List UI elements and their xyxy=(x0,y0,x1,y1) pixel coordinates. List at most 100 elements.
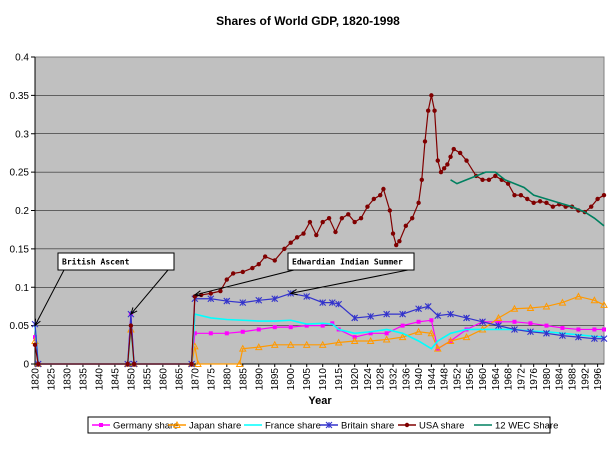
data-point xyxy=(382,335,391,343)
data-point xyxy=(445,162,450,167)
chart-title: Shares of World GDP, 1820-1998 xyxy=(216,14,400,28)
data-point xyxy=(218,288,223,294)
legend-entry: Britain share xyxy=(320,421,394,432)
data-point xyxy=(319,299,327,306)
x-tick-label: 1948 xyxy=(440,368,451,391)
data-point xyxy=(286,340,295,348)
data-point xyxy=(595,196,600,202)
data-point xyxy=(365,204,370,209)
data-point xyxy=(441,166,447,171)
y-tick-label: 0.3 xyxy=(15,129,29,140)
data-point xyxy=(451,146,456,152)
x-tick-label: 1968 xyxy=(504,368,515,391)
data-point xyxy=(250,265,255,271)
data-point xyxy=(479,318,486,326)
data-point xyxy=(35,361,41,367)
x-tick-label: 1984 xyxy=(555,368,566,391)
data-point xyxy=(239,299,247,306)
data-point xyxy=(346,212,351,217)
data-point xyxy=(288,325,293,330)
data-point xyxy=(404,422,410,428)
data-point xyxy=(334,338,343,346)
data-point xyxy=(495,322,502,330)
data-point xyxy=(282,246,287,252)
data-point xyxy=(447,310,454,318)
callout-label: Edwardian Indian Summer xyxy=(292,257,403,267)
y-tick-label: 0.05 xyxy=(10,321,30,332)
data-point xyxy=(302,340,311,348)
data-point xyxy=(271,295,279,303)
callout-arrow xyxy=(290,269,409,294)
x-tick-label: 1910 xyxy=(318,368,329,391)
data-point xyxy=(505,181,511,186)
x-tick-labels: 1820 1825 1830 1835 1840 1845 1850 1855 1860 1865… xyxy=(31,368,605,391)
legend-label: USA share xyxy=(419,421,464,432)
data-point xyxy=(415,305,422,313)
data-point xyxy=(320,323,325,328)
data-point xyxy=(575,333,582,341)
x-tick-label: 1940 xyxy=(414,368,425,391)
data-point xyxy=(590,296,599,304)
data-point xyxy=(240,329,245,334)
data-point xyxy=(301,231,306,236)
data-point xyxy=(525,196,530,202)
data-point xyxy=(435,158,440,163)
y-tick-label: 0.2 xyxy=(15,206,29,217)
data-point xyxy=(394,242,399,248)
data-point xyxy=(131,361,137,367)
data-point xyxy=(318,340,327,348)
data-point xyxy=(416,319,421,324)
data-point xyxy=(419,177,424,182)
x-tick-label: 1900 xyxy=(286,368,297,391)
data-point xyxy=(416,200,421,206)
x-tick-label: 1992 xyxy=(580,368,591,391)
data-point xyxy=(425,108,431,113)
data-point xyxy=(303,293,311,300)
data-point xyxy=(350,336,359,344)
data-point xyxy=(254,343,263,351)
data-point xyxy=(235,359,244,367)
data-point xyxy=(462,333,471,341)
legend-entry: USA share xyxy=(398,421,464,432)
data-point xyxy=(559,332,566,339)
data-point xyxy=(518,192,524,198)
data-point xyxy=(128,323,134,328)
data-point xyxy=(464,158,469,163)
data-point xyxy=(224,331,229,336)
callout-arrowhead xyxy=(193,290,202,297)
data-point xyxy=(230,271,236,276)
x-tick-label: 1850 xyxy=(126,368,137,391)
series-12-wec-share xyxy=(450,171,605,227)
data-point xyxy=(589,204,594,209)
data-point xyxy=(390,231,396,236)
data-point xyxy=(480,177,485,182)
data-point xyxy=(527,328,534,336)
data-point xyxy=(304,323,309,328)
x-tick-label: 1905 xyxy=(302,368,313,391)
data-point xyxy=(320,219,325,225)
data-point xyxy=(371,196,377,202)
y-tick-labels: 0 0.05 0.1 0.15 0.2 0.25 0.3 0.35 0.4 xyxy=(10,53,30,371)
data-point xyxy=(224,277,229,282)
x-tick-label: 1890 xyxy=(254,368,265,391)
data-point xyxy=(387,208,393,213)
legend-label: Britain share xyxy=(341,421,394,432)
legend-label: Japan share xyxy=(189,421,241,432)
data-point xyxy=(403,223,409,229)
data-point xyxy=(511,326,518,333)
data-point xyxy=(208,291,214,296)
data-point xyxy=(463,314,470,322)
data-point xyxy=(434,312,442,320)
data-point xyxy=(531,200,536,206)
data-point xyxy=(339,215,345,221)
x-tick-label: 1885 xyxy=(238,368,249,391)
x-tick-label: 1924 xyxy=(363,368,374,391)
data-point xyxy=(358,215,364,221)
data-point xyxy=(544,200,549,206)
data-point xyxy=(560,325,565,330)
data-point xyxy=(433,344,442,352)
data-point xyxy=(335,300,343,308)
x-tick-label: 1956 xyxy=(465,368,476,391)
x-tick-label: 1830 xyxy=(62,368,73,391)
